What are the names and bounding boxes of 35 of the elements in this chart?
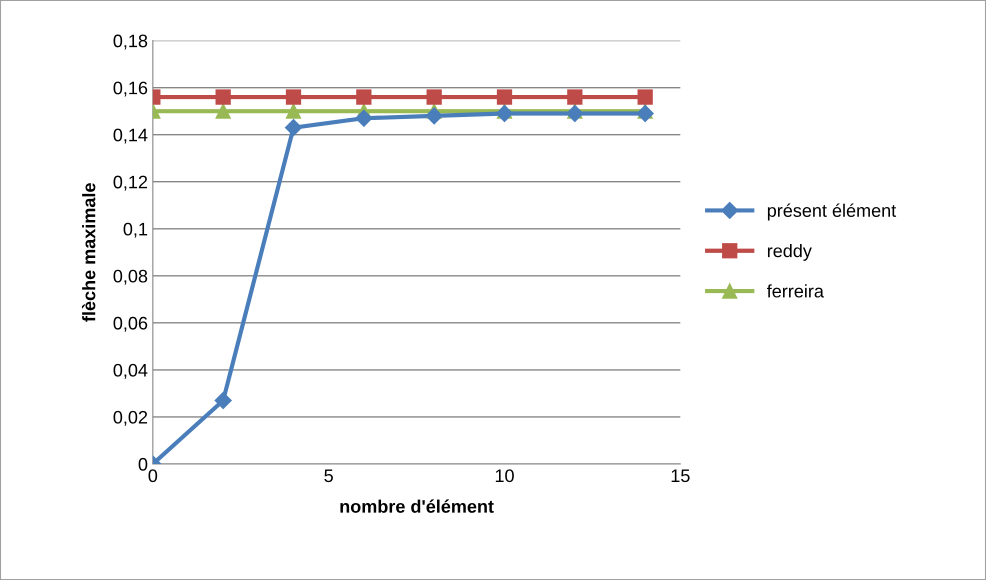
- y-tick-label: 0,16: [114, 82, 148, 96]
- point: [638, 89, 653, 105]
- point: [356, 89, 372, 105]
- point: [566, 104, 584, 122]
- y-axis-title: flèche maximale: [82, 183, 96, 322]
- point: [496, 89, 512, 105]
- x-tick-label: 0: [148, 469, 158, 482]
- y-tick-label: 0,18: [114, 34, 148, 50]
- x-tick-label: 5: [324, 470, 333, 482]
- legend-label: reddy: [768, 244, 812, 261]
- point: [355, 110, 372, 127]
- y-tick-label: 0,14: [114, 128, 148, 144]
- y-tick-label: 0,08: [114, 270, 148, 285]
- point: [426, 89, 442, 105]
- point: [426, 107, 443, 124]
- legend-label: ferreira: [766, 284, 824, 298]
- y-tick-label: 0,12: [114, 176, 148, 191]
- x-tick-label: 15: [672, 470, 690, 482]
- point: [286, 89, 302, 105]
- legend-label: présent élément: [768, 203, 896, 221]
- y-tick-label: 0,06: [114, 316, 148, 332]
- point: [216, 89, 231, 105]
- point: [567, 89, 582, 105]
- point: [636, 104, 654, 122]
- x-tick-label: 10: [496, 469, 514, 482]
- y-tick-label: 0,1: [124, 222, 148, 238]
- y-tick-label: 0: [138, 458, 148, 471]
- y-tick-label: 0,04: [114, 364, 148, 379]
- y-tick-label: 0,02: [114, 410, 148, 426]
- point: [216, 104, 231, 119]
- point: [284, 119, 302, 136]
- point: [286, 104, 302, 119]
- point: [214, 392, 232, 410]
- point: [496, 104, 514, 122]
- x-axis-title: nombre d'élément: [340, 499, 494, 513]
